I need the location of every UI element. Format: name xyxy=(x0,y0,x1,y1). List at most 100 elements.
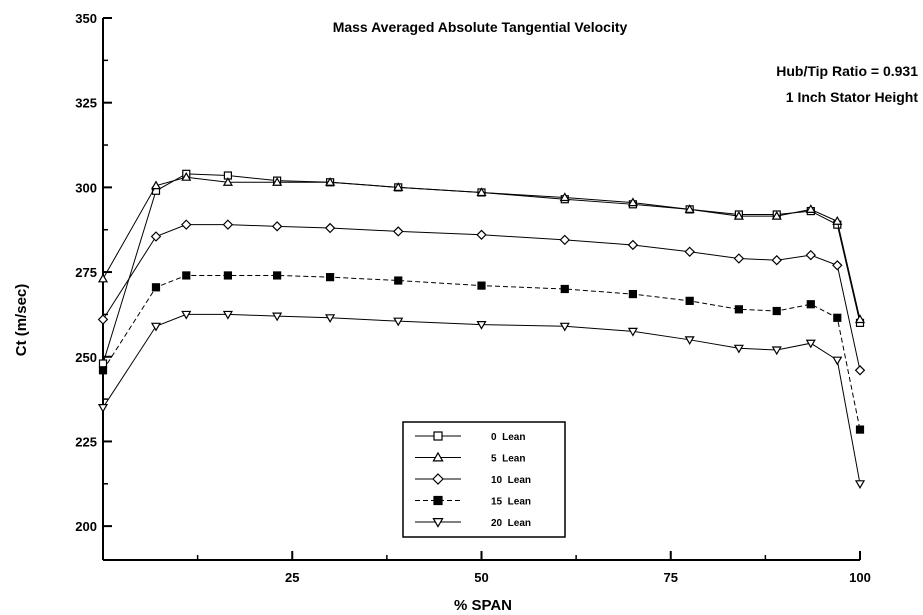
data-point xyxy=(150,322,162,332)
annotation-stator-height: 1 Inch Stator Height xyxy=(786,89,919,105)
data-point xyxy=(98,366,108,375)
data-point xyxy=(627,239,639,251)
series-line xyxy=(102,313,861,484)
data-point xyxy=(222,219,234,230)
data-point xyxy=(326,273,335,282)
data-point xyxy=(772,306,781,316)
data-point xyxy=(854,365,866,376)
data-point xyxy=(805,204,816,213)
y-tick-label: 250 xyxy=(75,350,97,365)
data-point xyxy=(394,276,403,285)
series-1 xyxy=(97,171,866,324)
x-tick-label: 50 xyxy=(474,570,488,585)
data-point xyxy=(559,234,570,246)
y-tick-label: 275 xyxy=(75,265,97,280)
data-point xyxy=(771,210,782,220)
x-tick-label: 75 xyxy=(664,570,678,585)
y-tick-label: 200 xyxy=(75,519,97,534)
data-point xyxy=(151,283,161,292)
legend-marker xyxy=(432,473,444,485)
data-point xyxy=(272,177,283,186)
data-point xyxy=(733,344,744,354)
data-point xyxy=(560,284,569,294)
chart-title: Mass Averaged Absolute Tangential Veloci… xyxy=(333,19,628,35)
data-point xyxy=(854,314,866,324)
data-point xyxy=(181,219,192,230)
data-point xyxy=(855,425,865,434)
y-tick-label: 300 xyxy=(75,180,97,195)
data-point xyxy=(559,192,570,202)
data-point xyxy=(684,204,695,213)
legend-label: 5 Lean xyxy=(491,454,525,465)
series-line xyxy=(102,176,861,320)
data-point xyxy=(182,271,191,280)
data-point xyxy=(97,403,109,413)
series-line xyxy=(102,173,861,364)
x-tick-label: 25 xyxy=(285,570,299,585)
x-axis-label: % SPAN xyxy=(454,597,512,614)
series-2 xyxy=(97,219,866,376)
data-point xyxy=(97,314,109,325)
data-point xyxy=(150,180,162,190)
data-point xyxy=(393,317,404,327)
data-point xyxy=(222,310,233,320)
data-point xyxy=(181,310,192,320)
data-point xyxy=(476,229,487,241)
data-point xyxy=(181,171,192,181)
y-tick-label: 350 xyxy=(75,11,97,26)
legend-label: 10 Lean xyxy=(491,475,531,486)
axes: 200 225 250 275 300 325 350 25 50 75 100 xyxy=(75,11,871,585)
data-point xyxy=(733,253,745,264)
data-point xyxy=(733,210,744,220)
data-point xyxy=(734,305,743,314)
data-point xyxy=(832,260,843,271)
data-point xyxy=(805,339,816,349)
data-point xyxy=(393,226,404,237)
data-point xyxy=(325,177,336,186)
data-point xyxy=(628,289,638,299)
data-point xyxy=(222,177,233,186)
legend-marker xyxy=(432,451,444,462)
data-point xyxy=(271,221,283,232)
data-point xyxy=(97,273,109,283)
series-4 xyxy=(97,310,866,490)
data-point xyxy=(559,322,570,332)
data-point xyxy=(325,314,336,324)
series-line xyxy=(102,274,861,430)
legend-label: 0 Lean xyxy=(491,432,525,443)
data-point xyxy=(324,222,336,234)
data-point xyxy=(806,300,815,309)
data-point xyxy=(854,480,866,490)
data-point xyxy=(627,327,638,337)
data-point xyxy=(771,346,782,356)
data-point xyxy=(476,187,487,197)
data-point xyxy=(273,271,282,280)
legend-marker xyxy=(432,517,444,528)
data-point xyxy=(393,182,404,191)
x-tick-label: 100 xyxy=(849,570,871,585)
data-point xyxy=(685,296,694,305)
legend-marker xyxy=(433,495,443,506)
data-point xyxy=(150,231,162,242)
data-point xyxy=(833,313,842,322)
data-point xyxy=(832,356,843,366)
annotation-hub-tip-ratio: Hub/Tip Ratio = 0.931 xyxy=(776,63,918,79)
series-layer xyxy=(97,169,866,490)
data-point xyxy=(477,281,486,290)
data-point xyxy=(771,254,782,266)
series-0 xyxy=(98,169,865,368)
data-point xyxy=(832,216,843,225)
y-axis-label: Ct (m/sec) xyxy=(13,284,30,357)
data-point xyxy=(272,312,283,322)
data-point xyxy=(627,197,638,207)
data-point xyxy=(684,336,695,346)
data-point xyxy=(223,271,233,280)
series-line xyxy=(102,224,861,371)
data-point xyxy=(805,249,817,261)
legend: 0 Lean 5 Lean 10 Lean 15 Lean 20 Lean xyxy=(402,421,566,538)
data-point xyxy=(476,320,487,330)
series-3 xyxy=(98,271,865,434)
legend-label: 20 Lean xyxy=(491,518,531,529)
legend-label: 15 Lean xyxy=(491,497,531,508)
